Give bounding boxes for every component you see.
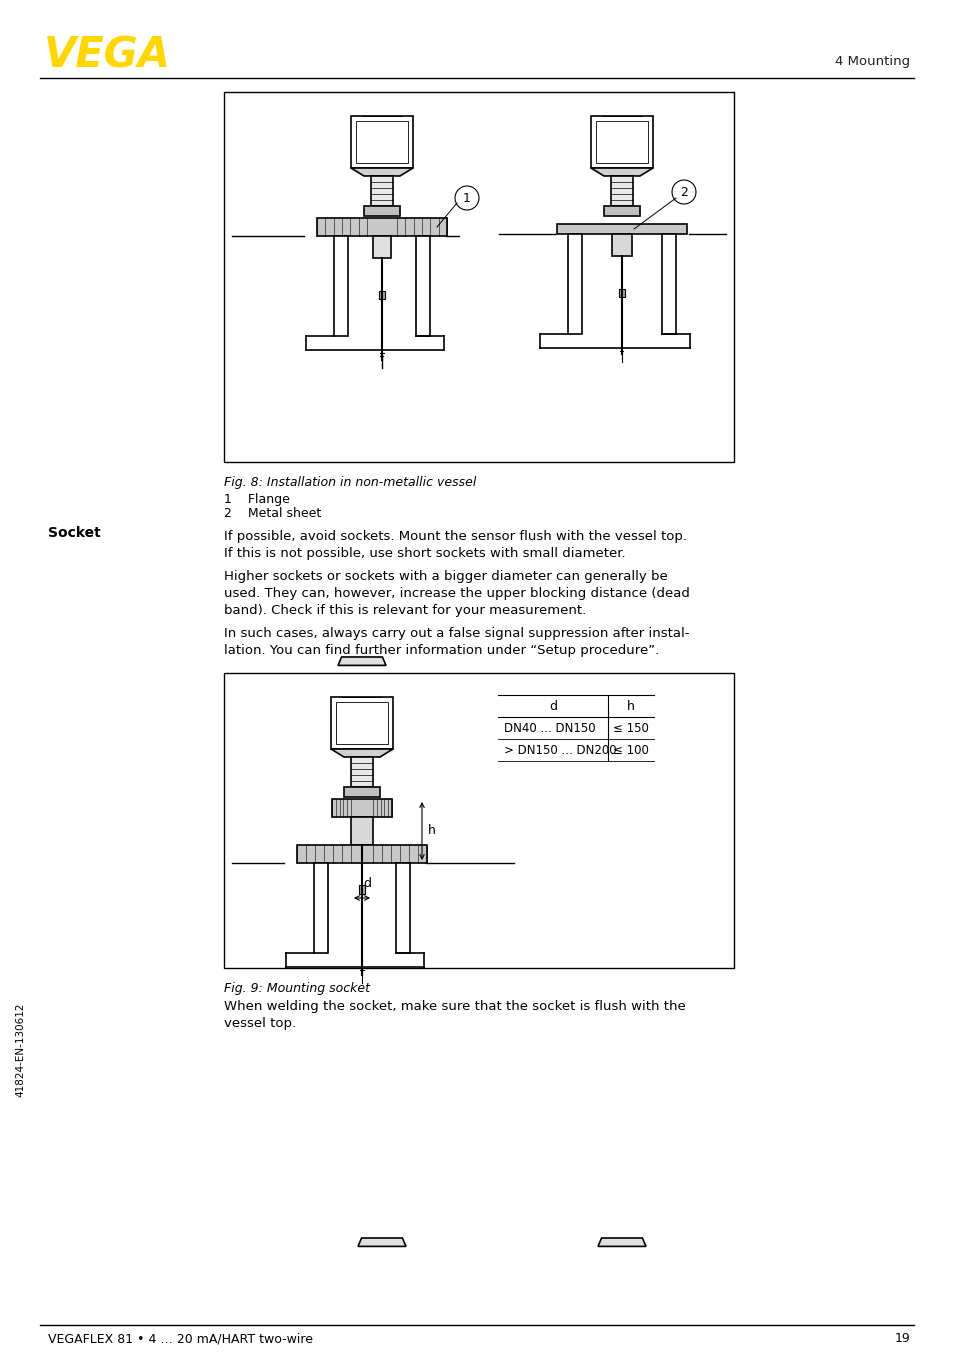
Bar bbox=[612, 234, 631, 256]
Bar bbox=[610, 176, 633, 206]
Text: 41824-EN-130612: 41824-EN-130612 bbox=[15, 1003, 25, 1097]
Polygon shape bbox=[590, 168, 652, 176]
Text: band). Check if this is relevant for your measurement.: band). Check if this is relevant for you… bbox=[224, 604, 586, 617]
Text: 4 Mounting: 4 Mounting bbox=[834, 56, 909, 69]
Text: 1: 1 bbox=[462, 191, 471, 204]
Bar bbox=[224, 673, 733, 968]
Text: h: h bbox=[428, 825, 436, 838]
Text: 2: 2 bbox=[679, 185, 687, 199]
Bar bbox=[335, 701, 388, 743]
Text: d: d bbox=[363, 877, 371, 890]
Bar bbox=[567, 234, 581, 334]
Bar bbox=[334, 236, 348, 336]
Text: 2    Metal sheet: 2 Metal sheet bbox=[224, 506, 321, 520]
Text: DN40 ... DN150: DN40 ... DN150 bbox=[503, 722, 595, 734]
Text: Fig. 9: Mounting socket: Fig. 9: Mounting socket bbox=[224, 982, 370, 995]
Text: In such cases, always carry out a false signal suppression after instal-: In such cases, always carry out a false … bbox=[224, 627, 689, 640]
Text: ≤ 150: ≤ 150 bbox=[613, 722, 648, 734]
Text: If this is not possible, use short sockets with small diameter.: If this is not possible, use short socke… bbox=[224, 547, 625, 561]
Text: h: h bbox=[626, 700, 635, 712]
Bar bbox=[296, 845, 427, 862]
Bar bbox=[590, 116, 652, 168]
Bar bbox=[373, 236, 391, 259]
Bar bbox=[331, 697, 393, 749]
Bar bbox=[596, 121, 647, 162]
Circle shape bbox=[455, 185, 478, 210]
Text: When welding the socket, make sure that the socket is flush with the: When welding the socket, make sure that … bbox=[224, 1001, 685, 1013]
Bar bbox=[351, 757, 373, 787]
Polygon shape bbox=[598, 1238, 645, 1247]
Bar bbox=[351, 816, 373, 845]
Text: used. They can, however, increase the upper blocking distance (dead: used. They can, however, increase the up… bbox=[224, 588, 689, 600]
Text: d: d bbox=[548, 700, 557, 712]
Bar bbox=[557, 223, 686, 234]
Bar bbox=[395, 862, 410, 953]
Text: lation. You can find further information under “Setup procedure”.: lation. You can find further information… bbox=[224, 645, 659, 657]
Text: Higher sockets or sockets with a bigger diameter can generally be: Higher sockets or sockets with a bigger … bbox=[224, 570, 667, 584]
Bar bbox=[224, 92, 733, 462]
Text: > DN150 ... DN200: > DN150 ... DN200 bbox=[503, 743, 616, 757]
Bar bbox=[603, 206, 639, 217]
Bar bbox=[364, 206, 399, 217]
Text: If possible, avoid sockets. Mount the sensor flush with the vessel top.: If possible, avoid sockets. Mount the se… bbox=[224, 529, 686, 543]
Circle shape bbox=[671, 180, 696, 204]
Text: vessel top.: vessel top. bbox=[224, 1017, 295, 1030]
Polygon shape bbox=[351, 168, 413, 176]
Text: 1    Flange: 1 Flange bbox=[224, 493, 290, 506]
Bar bbox=[416, 236, 430, 336]
Bar bbox=[344, 787, 379, 798]
Polygon shape bbox=[337, 657, 386, 665]
Bar bbox=[316, 218, 447, 236]
Text: 19: 19 bbox=[893, 1332, 909, 1346]
Polygon shape bbox=[357, 1238, 406, 1247]
Text: Socket: Socket bbox=[48, 525, 101, 540]
Bar bbox=[332, 799, 392, 816]
Text: Fig. 8: Installation in non-metallic vessel: Fig. 8: Installation in non-metallic ves… bbox=[224, 477, 476, 489]
Bar bbox=[351, 116, 413, 168]
Bar bbox=[618, 290, 624, 297]
Bar bbox=[355, 121, 408, 162]
Text: VEGA: VEGA bbox=[44, 34, 171, 76]
Text: VEGAFLEX 81 • 4 … 20 mA/HART two-wire: VEGAFLEX 81 • 4 … 20 mA/HART two-wire bbox=[48, 1332, 313, 1346]
Polygon shape bbox=[331, 749, 393, 757]
Bar bbox=[358, 886, 365, 894]
Text: ≤ 100: ≤ 100 bbox=[613, 743, 648, 757]
Bar bbox=[661, 234, 676, 334]
Bar bbox=[314, 862, 328, 953]
Bar bbox=[371, 176, 393, 206]
Bar bbox=[378, 291, 385, 299]
